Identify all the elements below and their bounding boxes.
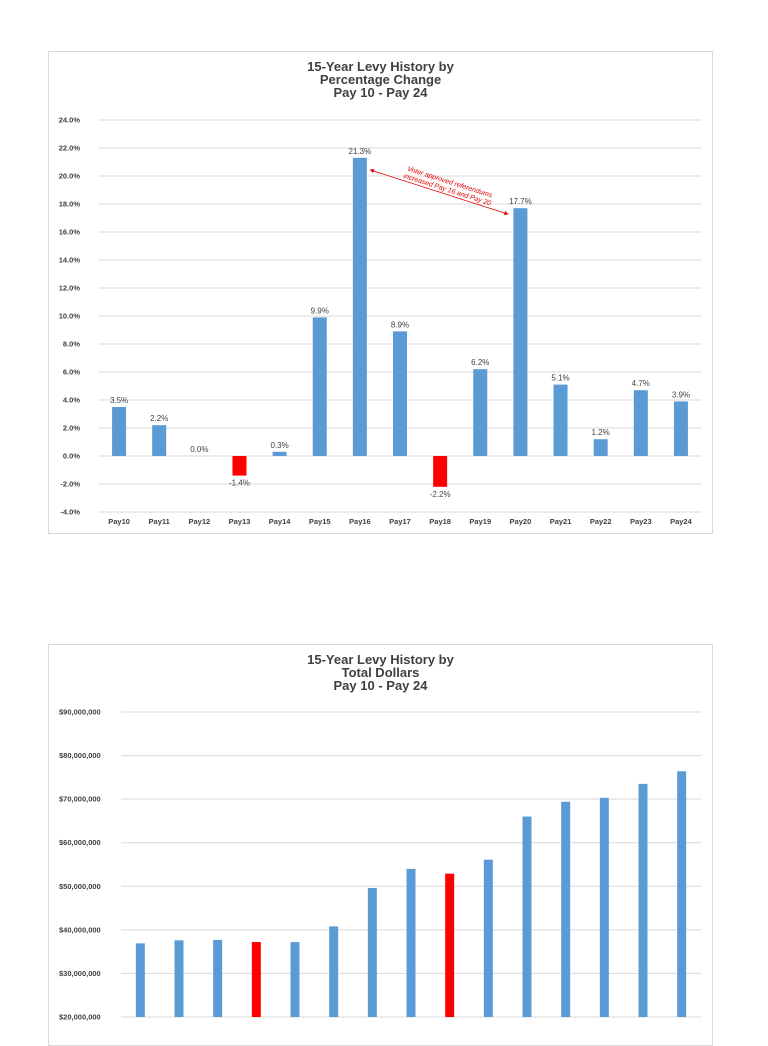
annotation-arrowhead [504, 211, 508, 215]
data-label: -1.4% [229, 479, 250, 488]
data-label: 9.9% [311, 306, 329, 315]
data-label: -2.2% [430, 490, 451, 499]
data-label: 1.2% [592, 428, 610, 437]
bar-pay11 [152, 425, 166, 456]
bar-pay24 [677, 771, 686, 1017]
y-tick-label: $50,000,000 [59, 882, 101, 891]
x-tick-label: Pay17 [389, 517, 411, 526]
y-tick-label: 24.0% [59, 116, 81, 125]
y-tick-label: $80,000,000 [59, 751, 101, 760]
bar-pay10 [112, 407, 126, 456]
y-tick-label: -4.0% [60, 508, 80, 517]
bar-pay14 [291, 942, 300, 1017]
bar-pay21 [554, 385, 568, 456]
x-tick-label: Pay14 [269, 517, 292, 526]
y-tick-label: -2.0% [60, 480, 80, 489]
bar-pay15 [313, 317, 327, 456]
x-tick-label: Pay16 [349, 517, 371, 526]
bar-pay23 [634, 390, 648, 456]
bar-pay24 [674, 401, 688, 456]
bar-pay10 [136, 943, 145, 1017]
x-tick-label: Pay20 [510, 517, 532, 526]
y-tick-label: 16.0% [59, 228, 81, 237]
data-label: 0.3% [270, 441, 288, 450]
bar-pay11 [175, 940, 184, 1017]
bar-pay16 [353, 158, 367, 456]
data-label: 2.2% [150, 414, 168, 423]
data-label: 6.2% [471, 358, 489, 367]
y-tick-label: 20.0% [59, 172, 81, 181]
bar-pay17 [407, 869, 416, 1017]
annotation-arrowhead [370, 169, 374, 173]
bar-pay19 [484, 860, 493, 1017]
data-label: 3.5% [110, 396, 128, 405]
y-tick-label: 4.0% [63, 396, 80, 405]
data-label: 8.9% [391, 320, 409, 329]
bar-pay15 [329, 926, 338, 1017]
y-tick-label: $60,000,000 [59, 838, 101, 847]
bar-pay22 [600, 798, 609, 1017]
x-tick-label: Pay24 [670, 517, 693, 526]
dollars-chart-plot: $20,000,000 $30,000,000 $40,000,000 $50,000… [49, 645, 712, 1045]
x-tick-label: Pay11 [149, 517, 170, 526]
bar-pay18 [433, 456, 447, 487]
bar-pay18 [445, 874, 454, 1017]
data-label: 4.7% [632, 379, 650, 388]
x-tick-label: Pay13 [229, 517, 251, 526]
x-tick-label: Pay19 [469, 517, 491, 526]
data-label: 5.1% [551, 374, 569, 383]
y-tick-label: 0.0% [63, 452, 80, 461]
y-tick-label: $90,000,000 [59, 708, 101, 717]
bar-pay14 [273, 452, 287, 456]
y-tick-label: 2.0% [63, 424, 80, 433]
percentage-chart-plot: -4.0% -2.0% 0.0% 2.0% 4.0% 6.0% 8.0% 10.0% 12.0%… [49, 52, 712, 533]
x-tick-label: Pay12 [188, 517, 210, 526]
bar-pay13 [232, 456, 246, 476]
y-tick-label: $30,000,000 [59, 969, 101, 978]
x-tick-label: Pay10 [108, 517, 130, 526]
y-tick-label: 10.0% [59, 312, 81, 321]
total-dollars-chart: 15-Year Levy History by Total Dollars Pa… [48, 644, 713, 1046]
y-tick-label: 14.0% [59, 256, 81, 265]
y-tick-label: 8.0% [63, 340, 80, 349]
y-tick-label: $70,000,000 [59, 795, 101, 804]
data-label: 0.0% [190, 445, 208, 454]
x-tick-label: Pay22 [590, 517, 612, 526]
x-tick-label: Pay23 [630, 517, 652, 526]
bar-pay12 [213, 940, 222, 1017]
x-tick-label: Pay18 [429, 517, 451, 526]
data-label: 3.9% [672, 390, 690, 399]
bar-pay21 [561, 802, 570, 1017]
bar-pay22 [594, 439, 608, 456]
bar-pay16 [368, 888, 377, 1017]
percentage-change-chart: 15-Year Levy History by Percentage Chang… [48, 51, 713, 534]
y-tick-label: 18.0% [59, 200, 81, 209]
bar-pay20 [523, 817, 532, 1017]
x-tick-label: Pay21 [550, 517, 572, 526]
x-tick-label: Pay15 [309, 517, 331, 526]
y-tick-label: $20,000,000 [59, 1013, 101, 1022]
bar-pay17 [393, 331, 407, 456]
data-label: 21.3% [349, 147, 372, 156]
y-tick-label: 12.0% [59, 284, 81, 293]
y-tick-label: $40,000,000 [59, 925, 101, 934]
bar-pay23 [639, 784, 648, 1017]
y-tick-label: 6.0% [63, 368, 80, 377]
bar-pay13 [252, 942, 261, 1017]
bar-pay19 [473, 369, 487, 456]
data-label: 17.7% [509, 197, 532, 206]
bar-pay20 [513, 208, 527, 456]
y-tick-label: 22.0% [59, 144, 81, 153]
